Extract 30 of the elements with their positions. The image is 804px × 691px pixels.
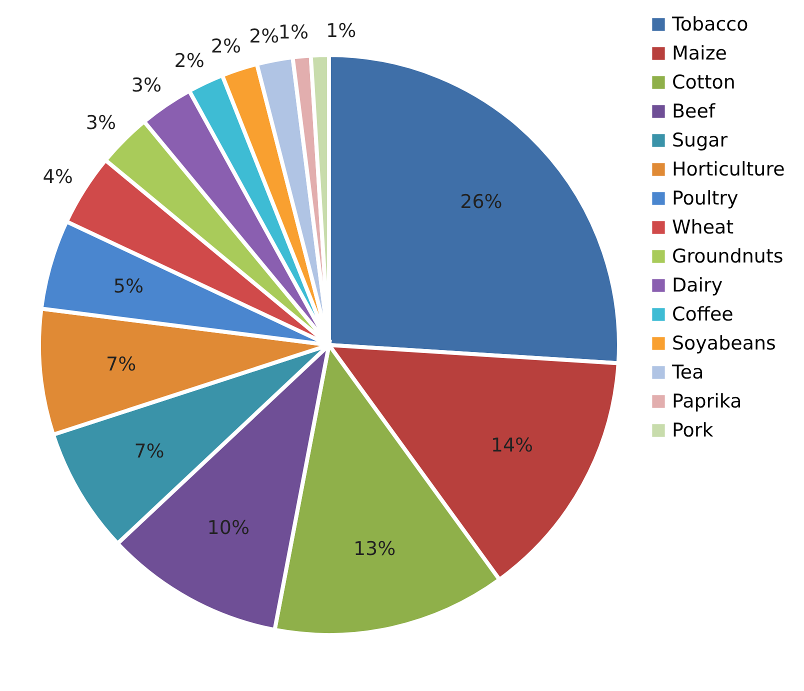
data-label: 14% bbox=[490, 434, 534, 457]
data-label: 13% bbox=[353, 538, 396, 560]
legend-label: Groundnuts bbox=[672, 246, 784, 268]
legend-label: Coffee bbox=[672, 304, 734, 326]
data-label: 1% bbox=[326, 20, 356, 42]
legend-label: Wheat bbox=[672, 216, 734, 238]
data-label: 26% bbox=[460, 191, 502, 214]
legend-label: Soyabeans bbox=[672, 332, 776, 354]
data-label: 5% bbox=[113, 276, 144, 298]
legend-label: Pork bbox=[672, 420, 714, 442]
data-label: 3% bbox=[131, 74, 162, 96]
data-label: 7% bbox=[106, 354, 136, 376]
data-label: 4% bbox=[42, 166, 73, 188]
legend-label: Sugar bbox=[672, 130, 728, 152]
data-label: 2% bbox=[210, 35, 242, 58]
legend-label: Dairy bbox=[672, 274, 723, 296]
legend-label: Paprika bbox=[672, 390, 742, 412]
legend-label: Maize bbox=[672, 42, 727, 64]
data-label: 3% bbox=[86, 112, 116, 134]
data-label: 7% bbox=[134, 440, 164, 462]
data-label: 2% bbox=[249, 26, 280, 48]
legend-label: Tea bbox=[671, 362, 704, 384]
legend-label: Poultry bbox=[672, 188, 738, 210]
legend-label: Beef bbox=[672, 100, 716, 122]
data-label: 1% bbox=[278, 21, 309, 44]
legend-label: Tobacco bbox=[671, 14, 748, 36]
data-label: 10% bbox=[207, 516, 250, 539]
data-label: 2% bbox=[174, 50, 204, 72]
legend-label: Cotton bbox=[672, 72, 736, 94]
legend-label: Horticulture bbox=[672, 158, 785, 180]
